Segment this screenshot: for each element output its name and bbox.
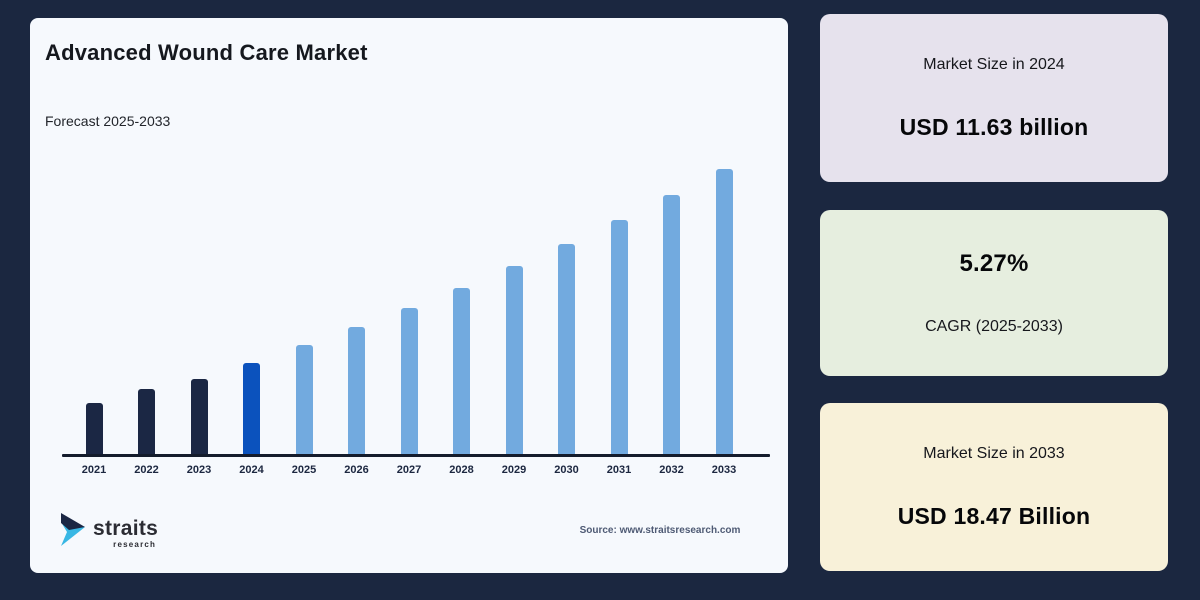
x-axis-label-2026: 2026 [344,464,369,476]
bar-2027 [400,308,418,454]
stat-value: USD 11.63 billion [899,113,1089,140]
bar-2028 [453,288,470,454]
bar-2031 [610,220,628,454]
stat-card-cagr: 5.27% CAGR (2025-2033) [820,210,1168,376]
logo-primary-text: straits [93,517,159,540]
x-axis-label-2029: 2029 [501,464,527,476]
x-axis-label-2027: 2027 [396,464,422,476]
x-axis-label-2032: 2032 [659,464,684,476]
source-attribution: Source: www.straitsresearch.com [579,525,741,536]
x-axis-label-2031: 2031 [606,464,632,476]
x-axis-label-2030: 2030 [554,464,579,476]
x-axis-label-2021: 2021 [81,464,107,476]
bar-2021 [85,403,103,454]
bar-2026 [348,327,365,454]
logo-secondary-text: research [113,540,157,549]
stat-card-market-size-2033: Market Size in 2033 USD 18.47 Billion [820,403,1168,571]
x-axis-label-2033: 2033 [711,464,737,476]
chart-subtitle: Forecast 2025-2033 [45,113,171,129]
stats-sidebar: Market Size in 2024 USD 11.63 billion 5.… [820,14,1168,571]
chart-title: Advanced Wound Care Market [45,40,368,65]
bar-chart: 2021 2022 2023 2024 2025 2026 2027 2028 2029 2030… [62,154,770,490]
stat-label: CAGR (2025-2033) [925,318,1063,335]
stat-card-market-size-2024: Market Size in 2024 USD 11.63 billion [820,14,1168,182]
logo-wordmark: straits research [93,517,159,550]
x-axis-label-2024: 2024 [239,464,264,476]
x-axis-label-2022: 2022 [134,464,159,476]
stat-label: Market Size in 2033 [923,444,1065,462]
stat-value: USD 18.47 Billion [897,502,1091,529]
bar-2029 [505,266,523,454]
x-axis-label-2023: 2023 [186,464,212,476]
bar-2024 [243,363,260,454]
bar-2023 [190,379,208,454]
straits-research-logo: straits research [58,510,158,549]
bar-2022 [138,389,155,454]
x-axis-line [62,454,770,457]
x-axis-label-2025: 2025 [291,464,317,476]
bar-2033 [715,169,733,454]
bar-2032 [663,195,680,454]
straits-logo-icon [61,513,85,546]
bar-2030 [558,244,575,454]
bar-2025 [295,345,313,454]
stat-value: 5.27% [959,250,1029,277]
stat-label: Market Size in 2024 [923,55,1065,73]
x-axis-label-2028: 2028 [449,464,474,476]
chart-panel: Advanced Wound Care Market Forecast 2025… [30,18,788,573]
